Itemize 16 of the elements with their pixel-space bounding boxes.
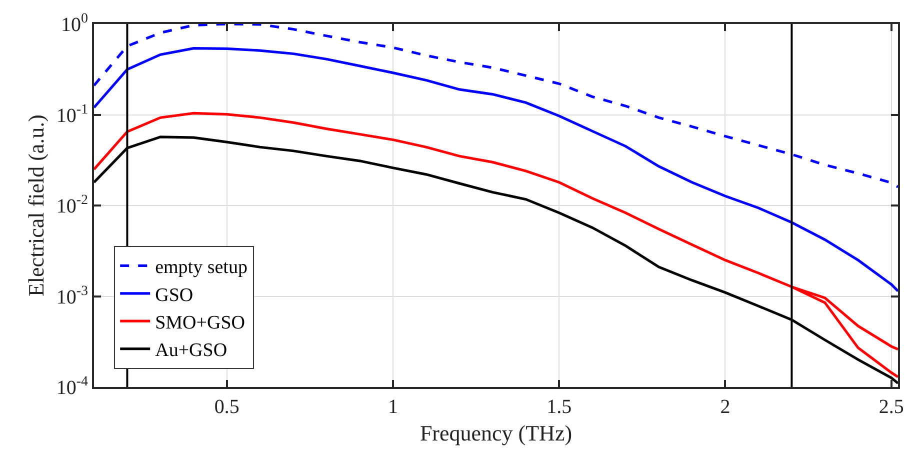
y-tick-label: 10$^{0}$ xyxy=(61,12,88,36)
legend-label: Au+GSO xyxy=(155,340,228,362)
x-tick-label: 1 xyxy=(388,396,398,418)
y-tick-label: 10$^{-1}$ xyxy=(56,102,88,127)
legend-label: SMO+GSO xyxy=(155,312,246,334)
y-tick-label: 10$^{-3}$ xyxy=(56,284,88,308)
legend-label: empty setup xyxy=(155,257,248,278)
y-tick-label: 10$^{-4}$ xyxy=(56,374,88,399)
y-axis-title: Electrical field (a.u.) xyxy=(24,114,49,297)
y-tick-label: 10$^{-2}$ xyxy=(56,193,88,218)
x-tick-label: 2.5 xyxy=(878,396,904,418)
x-axis-title: Frequency (THz) xyxy=(420,420,572,446)
legend-label: GSO xyxy=(155,284,194,306)
x-tick-label: 2 xyxy=(720,396,730,418)
x-tick-label: 1.5 xyxy=(546,396,572,418)
x-tick-label: 0.5 xyxy=(214,396,240,418)
